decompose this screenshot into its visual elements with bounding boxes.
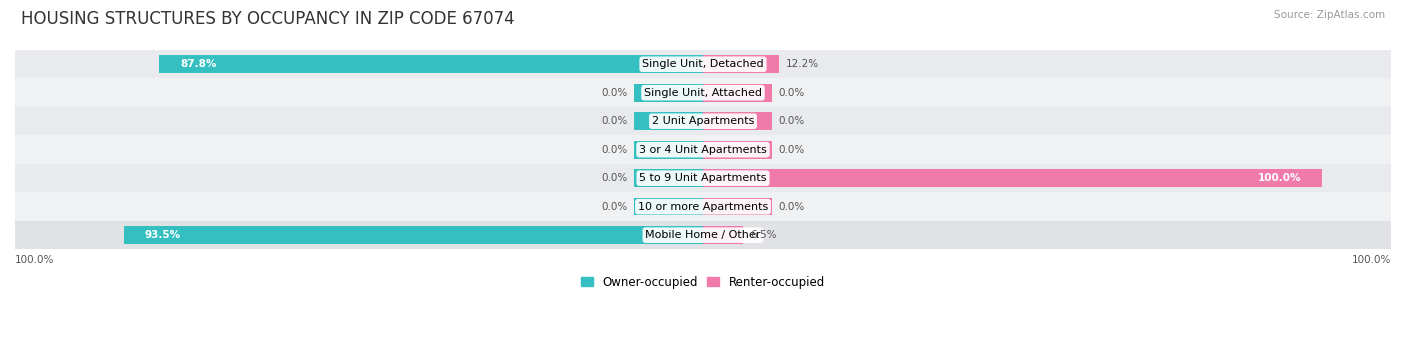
Bar	[703, 55, 779, 73]
Text: 3 or 4 Unit Apartments: 3 or 4 Unit Apartments	[640, 145, 766, 155]
Text: Mobile Home / Other: Mobile Home / Other	[645, 230, 761, 240]
Text: 0.0%: 0.0%	[779, 202, 804, 212]
Text: HOUSING STRUCTURES BY OCCUPANCY IN ZIP CODE 67074: HOUSING STRUCTURES BY OCCUPANCY IN ZIP C…	[21, 10, 515, 28]
Text: 0.0%: 0.0%	[602, 88, 627, 98]
Bar	[15, 164, 1391, 192]
Bar	[15, 192, 1391, 221]
Bar	[159, 55, 703, 73]
Bar	[124, 226, 703, 244]
Text: 0.0%: 0.0%	[602, 202, 627, 212]
Text: 93.5%: 93.5%	[145, 230, 181, 240]
Bar	[634, 84, 703, 102]
Text: 2 Unit Apartments: 2 Unit Apartments	[652, 116, 754, 126]
Bar	[15, 221, 1391, 249]
Bar	[15, 107, 1391, 135]
Text: 6.5%: 6.5%	[751, 230, 776, 240]
Bar	[634, 141, 703, 159]
Text: 100.0%: 100.0%	[15, 254, 55, 265]
Text: Source: ZipAtlas.com: Source: ZipAtlas.com	[1274, 10, 1385, 20]
Text: 0.0%: 0.0%	[602, 173, 627, 183]
Text: 87.8%: 87.8%	[180, 59, 217, 69]
Bar	[703, 169, 1322, 187]
Bar	[703, 84, 772, 102]
Bar	[703, 113, 772, 130]
Text: Single Unit, Attached: Single Unit, Attached	[644, 88, 762, 98]
Bar	[703, 198, 772, 216]
Bar	[703, 141, 772, 159]
Legend: Owner-occupied, Renter-occupied: Owner-occupied, Renter-occupied	[576, 271, 830, 294]
Text: 100.0%: 100.0%	[1258, 173, 1302, 183]
Text: 100.0%: 100.0%	[1351, 254, 1391, 265]
Bar	[634, 198, 703, 216]
Bar	[15, 135, 1391, 164]
Bar	[634, 169, 703, 187]
Text: 0.0%: 0.0%	[602, 116, 627, 126]
Bar	[634, 113, 703, 130]
Text: 10 or more Apartments: 10 or more Apartments	[638, 202, 768, 212]
Text: 0.0%: 0.0%	[779, 116, 804, 126]
Text: 5 to 9 Unit Apartments: 5 to 9 Unit Apartments	[640, 173, 766, 183]
Text: Single Unit, Detached: Single Unit, Detached	[643, 59, 763, 69]
Text: 0.0%: 0.0%	[779, 145, 804, 155]
Bar	[15, 50, 1391, 78]
Bar	[703, 226, 744, 244]
Text: 0.0%: 0.0%	[602, 145, 627, 155]
Text: 0.0%: 0.0%	[779, 88, 804, 98]
Text: 12.2%: 12.2%	[786, 59, 818, 69]
Bar	[15, 78, 1391, 107]
